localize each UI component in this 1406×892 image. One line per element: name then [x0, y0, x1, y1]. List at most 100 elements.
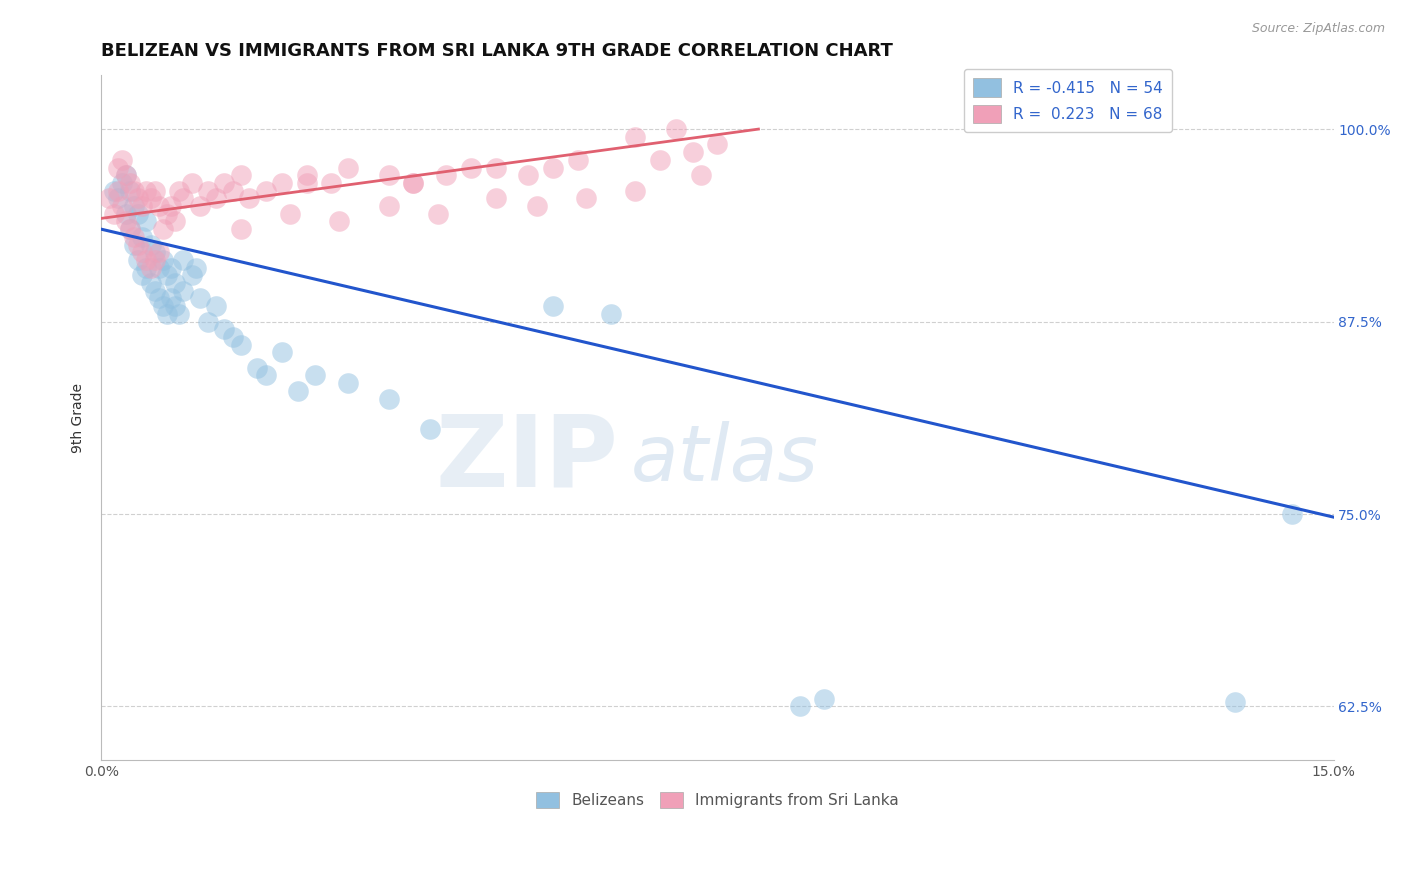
- Point: [648, 153, 671, 167]
- Point: [789, 699, 811, 714]
- Point: [460, 161, 482, 175]
- Point: [682, 145, 704, 160]
- Point: [287, 384, 309, 398]
- Point: [160, 260, 183, 275]
- Point: [127, 252, 149, 267]
- Point: [135, 260, 157, 275]
- Point: [624, 129, 647, 144]
- Point: [156, 307, 179, 321]
- Point: [271, 176, 294, 190]
- Point: [1281, 507, 1303, 521]
- Point: [143, 184, 166, 198]
- Point: [541, 299, 564, 313]
- Point: [172, 191, 194, 205]
- Point: [271, 345, 294, 359]
- Point: [188, 292, 211, 306]
- Point: [167, 184, 190, 198]
- Point: [111, 199, 134, 213]
- Point: [107, 184, 129, 198]
- Point: [180, 268, 202, 283]
- Point: [156, 268, 179, 283]
- Point: [295, 176, 318, 190]
- Point: [172, 284, 194, 298]
- Point: [214, 322, 236, 336]
- Point: [111, 153, 134, 167]
- Point: [377, 392, 399, 406]
- Point: [127, 207, 149, 221]
- Point: [139, 276, 162, 290]
- Point: [526, 199, 548, 213]
- Point: [148, 292, 170, 306]
- Point: [122, 184, 145, 198]
- Point: [122, 199, 145, 213]
- Point: [197, 184, 219, 198]
- Point: [148, 199, 170, 213]
- Point: [221, 330, 243, 344]
- Point: [152, 252, 174, 267]
- Point: [221, 184, 243, 198]
- Point: [402, 176, 425, 190]
- Point: [103, 184, 125, 198]
- Point: [122, 230, 145, 244]
- Point: [122, 237, 145, 252]
- Point: [139, 191, 162, 205]
- Point: [328, 214, 350, 228]
- Point: [567, 153, 589, 167]
- Point: [148, 245, 170, 260]
- Point: [165, 276, 187, 290]
- Point: [152, 299, 174, 313]
- Y-axis label: 9th Grade: 9th Grade: [72, 383, 86, 453]
- Point: [118, 222, 141, 236]
- Point: [139, 237, 162, 252]
- Point: [131, 199, 153, 213]
- Point: [165, 214, 187, 228]
- Point: [115, 214, 138, 228]
- Point: [118, 184, 141, 198]
- Point: [624, 184, 647, 198]
- Point: [205, 191, 228, 205]
- Point: [152, 222, 174, 236]
- Point: [402, 176, 425, 190]
- Point: [127, 237, 149, 252]
- Point: [484, 161, 506, 175]
- Point: [238, 191, 260, 205]
- Point: [813, 691, 835, 706]
- Point: [321, 176, 343, 190]
- Point: [115, 207, 138, 221]
- Point: [135, 214, 157, 228]
- Point: [180, 176, 202, 190]
- Point: [377, 169, 399, 183]
- Point: [419, 422, 441, 436]
- Point: [115, 169, 138, 183]
- Point: [575, 191, 598, 205]
- Point: [184, 260, 207, 275]
- Point: [1223, 695, 1246, 709]
- Point: [148, 260, 170, 275]
- Text: BELIZEAN VS IMMIGRANTS FROM SRI LANKA 9TH GRADE CORRELATION CHART: BELIZEAN VS IMMIGRANTS FROM SRI LANKA 9T…: [101, 42, 893, 60]
- Point: [165, 299, 187, 313]
- Point: [135, 184, 157, 198]
- Point: [665, 122, 688, 136]
- Point: [131, 245, 153, 260]
- Point: [690, 169, 713, 183]
- Point: [541, 161, 564, 175]
- Text: ZIP: ZIP: [436, 410, 619, 508]
- Point: [254, 368, 277, 383]
- Point: [139, 260, 162, 275]
- Point: [229, 222, 252, 236]
- Point: [205, 299, 228, 313]
- Legend: Belizeans, Immigrants from Sri Lanka: Belizeans, Immigrants from Sri Lanka: [530, 786, 904, 814]
- Point: [304, 368, 326, 383]
- Point: [246, 360, 269, 375]
- Point: [336, 161, 359, 175]
- Point: [434, 169, 457, 183]
- Point: [427, 207, 450, 221]
- Point: [214, 176, 236, 190]
- Point: [336, 376, 359, 391]
- Point: [107, 191, 129, 205]
- Point: [143, 245, 166, 260]
- Point: [103, 207, 125, 221]
- Text: atlas: atlas: [631, 421, 818, 497]
- Point: [377, 199, 399, 213]
- Point: [197, 314, 219, 328]
